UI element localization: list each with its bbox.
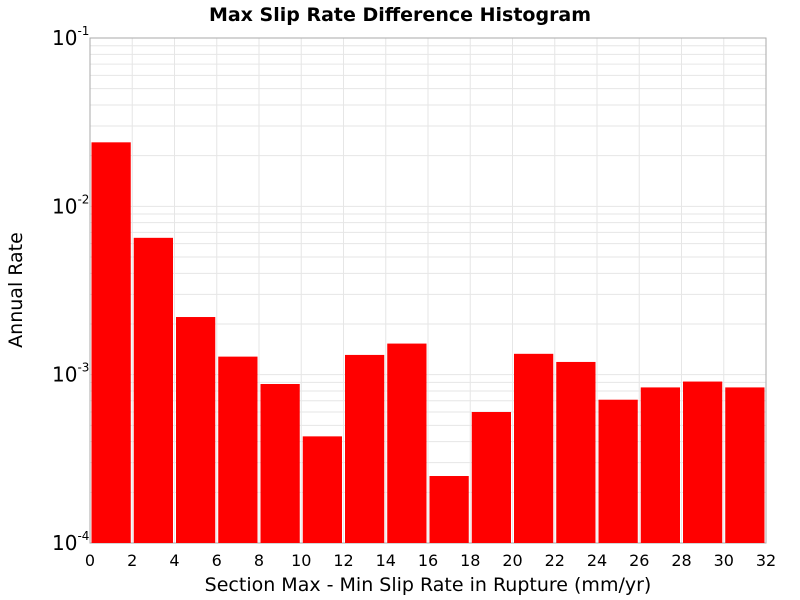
x-axis-label: Section Max - Min Slip Rate in Rupture (… <box>205 574 652 596</box>
x-tick-label: 26 <box>629 551 649 570</box>
x-tick-label: 2 <box>127 551 137 570</box>
histogram-bar <box>260 384 300 543</box>
x-tick-label: 22 <box>545 551 565 570</box>
histogram-bar <box>598 399 638 543</box>
histogram-bar <box>683 381 723 543</box>
histogram-bar <box>91 142 131 543</box>
x-tick-label: 32 <box>756 551 776 570</box>
x-tick-label: 24 <box>587 551 607 570</box>
histogram-bar <box>640 387 680 543</box>
histogram-bar <box>514 353 554 543</box>
y-tick-label: 10-3 <box>52 361 89 387</box>
x-tick-label: 28 <box>671 551 691 570</box>
x-tick-label: 6 <box>212 551 222 570</box>
x-tick-label: 12 <box>333 551 353 570</box>
y-tick-label: 10-1 <box>52 24 89 50</box>
y-tick-label: 10-2 <box>52 192 89 218</box>
x-tick-label: 8 <box>254 551 264 570</box>
histogram-bar <box>556 361 596 543</box>
bars <box>91 142 765 544</box>
histogram-bar <box>176 317 216 543</box>
plot-area <box>89 37 767 544</box>
histogram-bar <box>429 476 469 543</box>
x-tick-label: 18 <box>460 551 480 570</box>
x-tick-label: 10 <box>291 551 311 570</box>
x-tick-label: 14 <box>376 551 396 570</box>
x-tick-label: 20 <box>502 551 522 570</box>
histogram-bar <box>218 356 258 543</box>
x-tick-label: 4 <box>169 551 179 570</box>
x-tick-label: 16 <box>418 551 438 570</box>
histogram-bar <box>387 343 427 543</box>
histogram-bar <box>133 237 173 544</box>
y-axis-ticks: 10-4 10-3 10-2 10-1 <box>52 24 89 555</box>
x-axis-ticks: 0 2 4 6 8 10 12 14 16 18 20 22 24 26 28 30 32 <box>85 551 776 570</box>
y-axis-label: Annual Rate <box>5 232 27 348</box>
chart-title: Max Slip Rate Difference Histogram <box>209 4 591 26</box>
x-tick-label: 0 <box>85 551 95 570</box>
x-tick-label: 30 <box>714 551 734 570</box>
histogram-bar <box>302 436 342 543</box>
y-tick-label: 10-4 <box>52 529 89 555</box>
histogram-bar <box>725 387 765 543</box>
histogram-bar <box>471 412 511 543</box>
histogram-bar <box>345 354 385 543</box>
